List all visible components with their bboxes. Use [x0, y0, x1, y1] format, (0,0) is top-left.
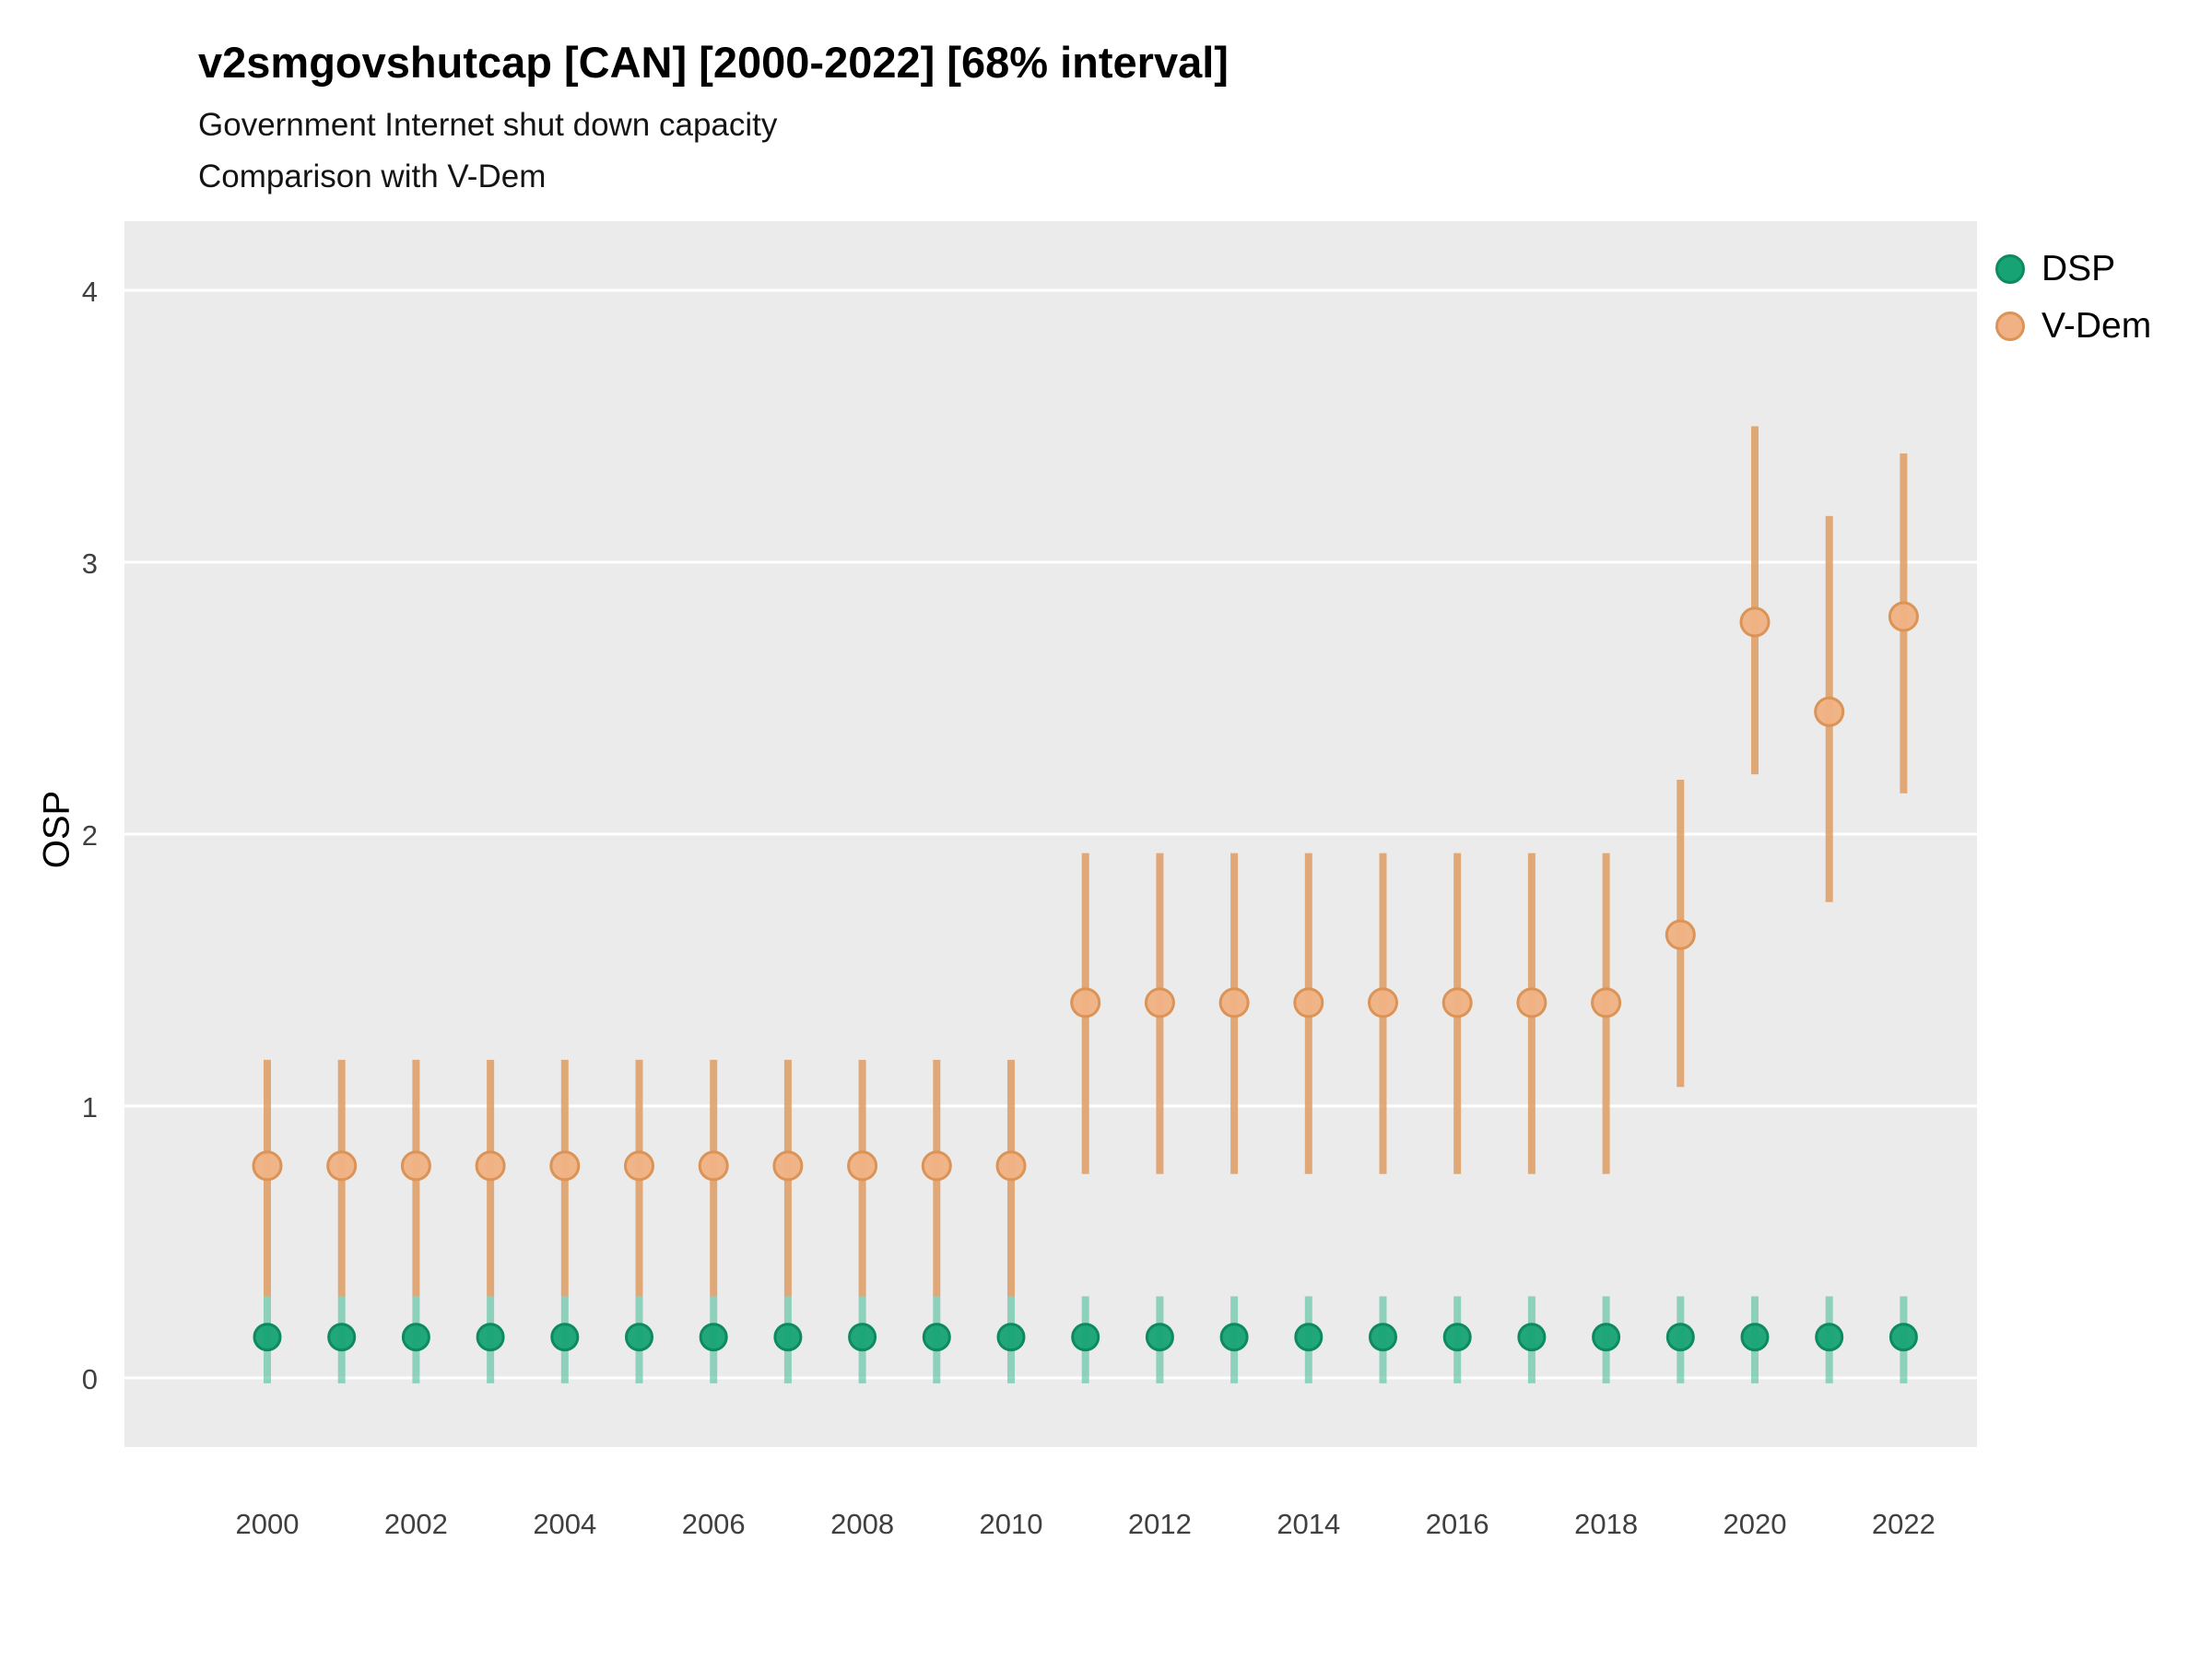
- series-dsp: [253, 1296, 1918, 1383]
- vdem-legend-dot-icon: [1995, 312, 2025, 341]
- v-dem-point: [1293, 987, 1324, 1018]
- dsp-point: [773, 1323, 803, 1352]
- y-tick-label: 3: [82, 547, 98, 580]
- v-dem-point: [1368, 987, 1398, 1018]
- v-dem-point: [624, 1150, 654, 1182]
- y-tick-label: 2: [82, 819, 98, 852]
- dsp-point: [699, 1323, 728, 1352]
- dsp-point: [1592, 1323, 1621, 1352]
- dsp-point: [1071, 1323, 1100, 1352]
- legend-label-vdem: V-Dem: [2041, 306, 2152, 346]
- dsp-point: [253, 1323, 282, 1352]
- x-tick-label: 2020: [1724, 1508, 1787, 1540]
- series-v-dem: [252, 426, 1919, 1297]
- v-dem-point: [252, 1150, 283, 1182]
- v-dem-point: [1591, 987, 1622, 1018]
- v-dem-point: [1739, 606, 1771, 638]
- v-dem-point: [995, 1150, 1027, 1182]
- legend-item-dsp: DSP: [1995, 249, 2151, 289]
- x-tick-label: 2010: [980, 1508, 1043, 1540]
- legend-item-vdem: V-Dem: [1995, 306, 2151, 347]
- dsp-point: [1665, 1323, 1695, 1352]
- dsp-point: [625, 1323, 653, 1352]
- dsp-legend-dot-icon: [1995, 254, 2025, 284]
- legend-label-dsp: DSP: [2041, 249, 2116, 288]
- dsp-point: [1294, 1323, 1324, 1352]
- v-dem-point: [1516, 987, 1547, 1018]
- dsp-point: [1219, 1323, 1249, 1352]
- v-dem-point: [400, 1150, 431, 1182]
- v-dem-point: [1144, 987, 1175, 1018]
- x-tick-label: 2014: [1277, 1508, 1340, 1540]
- legend: DSP V-Dem: [1995, 249, 2151, 347]
- v-dem-point: [847, 1150, 878, 1182]
- dsp-point: [1442, 1323, 1472, 1352]
- y-tick-label: 1: [82, 1091, 98, 1124]
- y-tick-label: 4: [82, 276, 98, 308]
- x-tick-label: 2006: [682, 1508, 746, 1540]
- chart-title: v2smgovshutcap [CAN] [2000-2022] [68% in…: [198, 38, 1229, 87]
- v-dem-point: [1218, 987, 1250, 1018]
- v-dem-point: [921, 1150, 952, 1182]
- x-tick-label: 2022: [1872, 1508, 1936, 1540]
- x-tick-label: 2008: [830, 1508, 894, 1540]
- dsp-point: [1145, 1323, 1174, 1352]
- dsp-point: [1815, 1323, 1844, 1352]
- dsp-point: [327, 1323, 357, 1352]
- v-dem-point: [1814, 696, 1845, 727]
- v-dem-point: [1888, 601, 1919, 632]
- x-tick-label: 2000: [236, 1508, 300, 1540]
- dsp-point: [476, 1323, 505, 1352]
- x-tick-label: 2016: [1426, 1508, 1489, 1540]
- dsp-point: [922, 1323, 951, 1352]
- v-dem-point: [698, 1150, 729, 1182]
- v-dem-point: [1070, 987, 1101, 1018]
- x-tick-label: 2004: [533, 1508, 596, 1540]
- dsp-point: [1888, 1323, 1918, 1352]
- dsp-point: [401, 1323, 430, 1352]
- v-dem-point: [549, 1150, 581, 1182]
- v-dem-point: [475, 1150, 506, 1182]
- chart-subtitle-1: Government Internet shut down capacity: [198, 107, 778, 143]
- dsp-point: [848, 1323, 877, 1352]
- x-tick-label: 2018: [1574, 1508, 1638, 1540]
- dsp-point: [1369, 1323, 1397, 1352]
- dsp-point: [1740, 1323, 1770, 1352]
- x-tick-label: 2002: [384, 1508, 448, 1540]
- v-dem-point: [772, 1150, 804, 1182]
- v-dem-point: [1441, 987, 1473, 1018]
- v-dem-point: [1665, 919, 1696, 950]
- chart-subtitle-2: Comparison with V-Dem: [198, 159, 547, 194]
- y-tick-label: 0: [82, 1363, 98, 1395]
- dsp-point: [550, 1323, 580, 1352]
- dsp-point: [996, 1323, 1026, 1352]
- v-dem-point: [326, 1150, 358, 1182]
- x-tick-label: 2012: [1128, 1508, 1192, 1540]
- dsp-point: [1517, 1323, 1547, 1352]
